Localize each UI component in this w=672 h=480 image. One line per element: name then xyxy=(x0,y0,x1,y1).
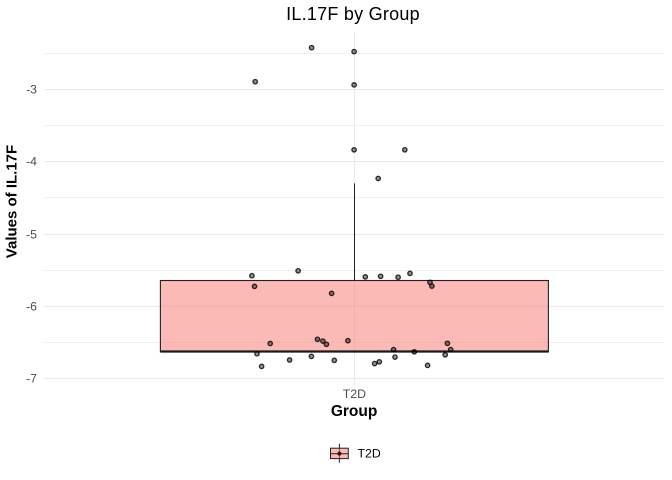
svg-text:-5: -5 xyxy=(26,228,37,242)
svg-text:Values of IL.17F: Values of IL.17F xyxy=(4,145,21,258)
svg-text:IL.17F by Group: IL.17F by Group xyxy=(286,4,420,24)
svg-text:-7: -7 xyxy=(26,372,37,386)
svg-text:-4: -4 xyxy=(26,155,37,169)
svg-text:Group: Group xyxy=(331,403,378,420)
svg-text:T2D: T2D xyxy=(358,446,381,460)
svg-text:-6: -6 xyxy=(26,300,37,314)
svg-text:T2D: T2D xyxy=(343,387,366,401)
svg-text:-3: -3 xyxy=(26,83,37,97)
